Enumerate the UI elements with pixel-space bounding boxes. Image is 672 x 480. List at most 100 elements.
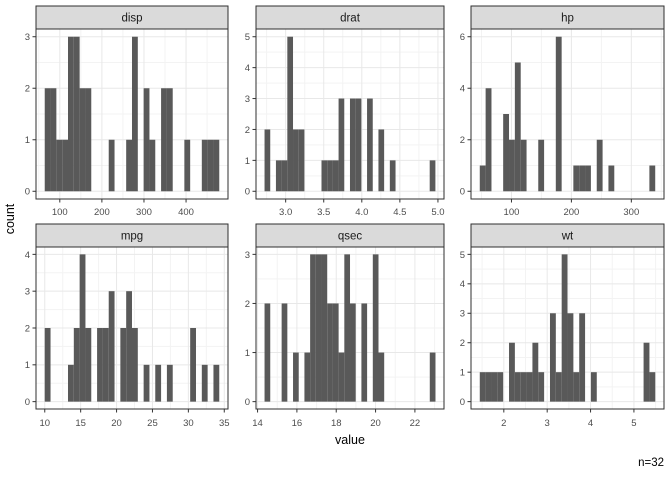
histogram-bar xyxy=(555,36,562,192)
x-tick-label: 4 xyxy=(588,418,593,429)
histogram-bar xyxy=(213,139,220,192)
facet-strip-label: mpg xyxy=(121,231,143,243)
x-tick-label: 22 xyxy=(410,418,421,429)
histogram-bar xyxy=(378,129,385,192)
histogram-bar xyxy=(56,139,63,192)
histogram-bar xyxy=(310,254,316,402)
histogram-bar xyxy=(143,88,150,192)
y-tick-label: 1 xyxy=(245,156,250,167)
x-tick-label: 100 xyxy=(52,207,68,218)
histogram-bar xyxy=(649,372,656,402)
histogram-bar xyxy=(304,352,311,402)
y-axis-title: count xyxy=(3,203,17,235)
x-tick-label: 400 xyxy=(178,207,194,218)
histogram-bar xyxy=(643,342,650,402)
histogram-bar xyxy=(429,160,436,192)
histogram-bar xyxy=(131,36,138,192)
histogram-bar xyxy=(503,114,510,192)
histogram-bar xyxy=(67,364,74,402)
histogram-bar xyxy=(485,88,492,192)
histogram-bar xyxy=(497,372,504,402)
x-tick-label: 25 xyxy=(147,418,158,429)
x-tick-label: 5.0 xyxy=(431,207,444,218)
facet-strip xyxy=(470,5,665,30)
y-tick-label: 0 xyxy=(245,397,250,408)
facet-strip xyxy=(35,5,229,30)
histogram-bar xyxy=(479,372,486,402)
y-tick-label: 5 xyxy=(245,32,250,43)
x-tick-label: 3.5 xyxy=(317,207,330,218)
histogram-bar xyxy=(338,352,345,402)
histogram-bar xyxy=(573,372,580,402)
x-tick-label: 5 xyxy=(631,418,636,429)
y-tick-label: 6 xyxy=(460,32,465,43)
y-tick-label: 2 xyxy=(245,125,250,136)
histogram-bar xyxy=(275,160,282,192)
histogram-bar xyxy=(190,328,196,402)
x-tick-label: 300 xyxy=(623,207,639,218)
histogram-bar xyxy=(538,372,545,402)
facet-strip xyxy=(35,223,229,248)
y-tick-label: 3 xyxy=(25,32,30,43)
histogram-bar xyxy=(389,160,396,192)
y-tick-label: 0 xyxy=(460,187,465,198)
y-tick-label: 3 xyxy=(460,309,465,320)
histogram-bar xyxy=(155,364,162,402)
y-tick-label: 1 xyxy=(460,368,465,379)
histogram-bar xyxy=(97,328,103,402)
histogram-bar xyxy=(538,139,545,192)
histogram-bar xyxy=(207,139,214,192)
x-tick-label: 16 xyxy=(292,418,303,429)
x-tick-label: 10 xyxy=(39,418,50,429)
facet-strip-label: hp xyxy=(561,13,574,25)
histogram-bar xyxy=(327,303,333,402)
histogram-bar xyxy=(73,328,80,402)
histogram-bar xyxy=(85,328,92,402)
histogram-bar xyxy=(532,342,539,402)
y-tick-label: 0 xyxy=(460,397,465,408)
y-tick-label: 1 xyxy=(245,348,250,359)
x-tick-label: 18 xyxy=(331,418,342,429)
histogram-bar xyxy=(213,364,220,402)
histogram-bar xyxy=(479,165,486,192)
histogram-bar xyxy=(131,328,138,402)
facet-strip-label: drat xyxy=(340,13,361,25)
x-tick-label: 300 xyxy=(136,207,152,218)
histogram-bar xyxy=(520,139,527,192)
histogram-bar xyxy=(520,372,527,402)
y-tick-label: 0 xyxy=(25,187,30,198)
histogram-bar xyxy=(184,139,191,192)
y-tick-label: 3 xyxy=(245,94,250,105)
x-tick-label: 20 xyxy=(370,418,381,429)
histogram-bar xyxy=(367,98,373,192)
x-tick-label: 200 xyxy=(563,207,579,218)
y-tick-label: 1 xyxy=(25,360,30,371)
histogram-bar xyxy=(149,139,156,192)
histogram-bar xyxy=(67,36,74,192)
histogram-bar xyxy=(509,342,515,402)
y-tick-label: 1 xyxy=(25,135,30,146)
histogram-bar xyxy=(62,139,68,192)
x-tick-label: 30 xyxy=(183,418,194,429)
histogram-bar xyxy=(161,88,167,192)
histogram-bar xyxy=(281,303,288,402)
facet-strip-label: disp xyxy=(121,13,142,25)
histogram-bar xyxy=(649,165,656,192)
histogram-bar xyxy=(590,372,597,402)
histogram-bar xyxy=(79,254,86,402)
facet-strip-label: qsec xyxy=(338,231,363,243)
histogram-bar xyxy=(429,352,436,402)
histogram-bar xyxy=(526,372,533,402)
histogram-bar xyxy=(509,139,515,192)
y-tick-label: 2 xyxy=(460,135,465,146)
histogram-bar xyxy=(567,313,574,402)
histogram-bar xyxy=(596,139,603,192)
histogram-bar xyxy=(514,62,521,192)
x-tick-label: 3.0 xyxy=(279,207,292,218)
histogram-bar xyxy=(293,129,299,192)
histogram-bar xyxy=(201,139,208,192)
histogram-bar xyxy=(293,352,299,402)
histogram-bar xyxy=(102,328,109,402)
